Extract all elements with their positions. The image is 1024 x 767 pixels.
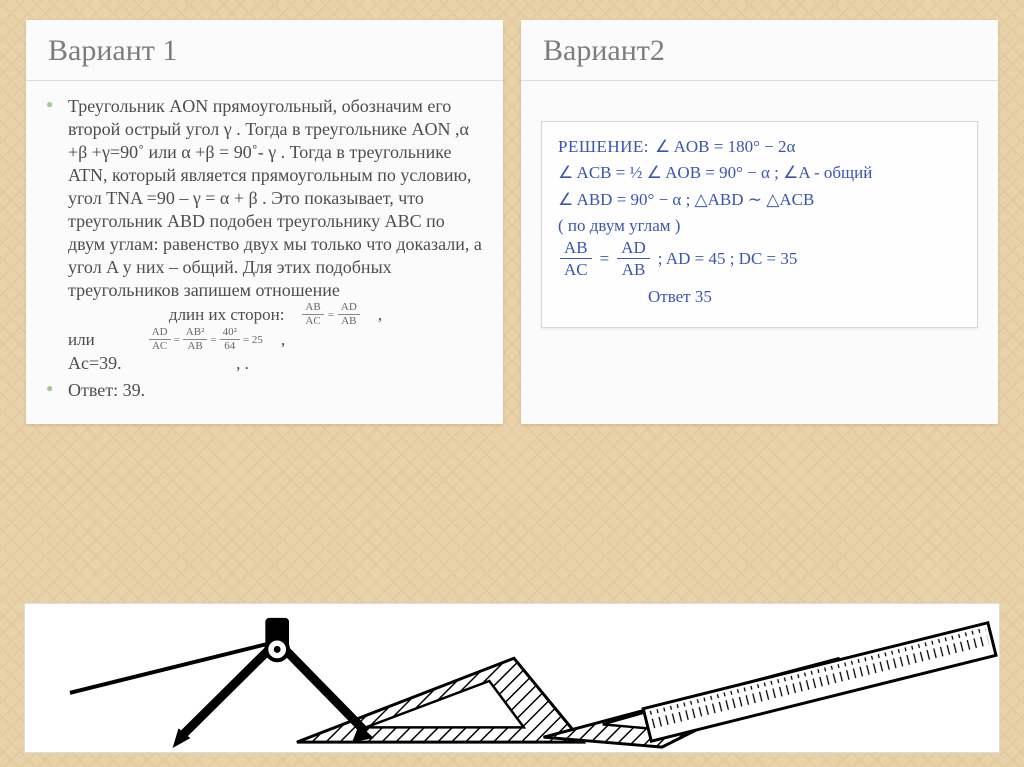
straight-ruler	[643, 623, 996, 741]
equals-25: = 25	[243, 333, 263, 347]
variant-1-answer: Ответ: 39.	[46, 379, 483, 402]
or-line: или AD AC = AB² AB =	[68, 327, 483, 352]
trailing-comma: ,	[378, 304, 382, 326]
ratio-expression: AB AC = AD AB	[302, 302, 359, 327]
frac-ad-ac: AD AC	[149, 327, 171, 352]
length-label: длин их сторон:	[169, 304, 285, 326]
hw-line-3: ∠ ABD = 90° − α ; △ABD ∼ △ACB	[558, 187, 961, 213]
handwritten-solution: Решение: ∠ AOB = 180° − 2α ∠ ACB = ½ ∠ A…	[541, 121, 978, 328]
hw-answer: Ответ 35	[558, 284, 961, 310]
fraction-ad-ab: AD AB	[338, 302, 360, 327]
or-label: или	[68, 329, 95, 351]
frac-40sq-64: 40² 64	[220, 327, 240, 352]
variant-1-panel: Вариант 1 Треугольник AON прямоугольный,…	[26, 20, 503, 424]
hw-frac-ad-ab: AD AB	[617, 239, 650, 278]
variant-2-body: Решение: ∠ AOB = 180° − 2α ∠ ACB = ½ ∠ A…	[521, 81, 998, 346]
geometry-tools-illustration	[24, 603, 1000, 753]
variant-1-paragraph: Треугольник AON прямоугольный, обозначим…	[68, 96, 482, 300]
hw-fraction-line: AB AC = AD AB ; AD = 45 ; DC = 35	[558, 239, 961, 278]
trailing-comma-2: ,	[281, 329, 285, 351]
variant-2-title: Вариант2	[521, 20, 998, 81]
variant-2-panel: Вариант2 Решение: ∠ AOB = 180° − 2α ∠ AC…	[521, 20, 998, 424]
variant-1-body: Треугольник AON прямоугольный, обозначим…	[26, 81, 503, 424]
ac-line: Ac=39. , .	[68, 352, 483, 375]
hw-frac-ab-ac: AB AC	[560, 239, 592, 278]
hw-line-2: ∠ ACB = ½ ∠ AOB = 90° − α ; ∠A - общий	[558, 160, 961, 186]
two-column-layout: Вариант 1 Треугольник AON прямоугольный,…	[0, 0, 1024, 424]
hw-values: ; AD = 45 ; DC = 35	[658, 246, 798, 272]
hw-line-1: Решение: ∠ AOB = 180° − 2α	[558, 134, 961, 160]
ratio-line: длин их сторон: AB AC = AD AB	[68, 302, 483, 327]
tools-svg	[25, 604, 999, 752]
equals-sign: =	[328, 308, 334, 322]
equation-2: AD AC = AB² AB = 40² 64	[113, 327, 263, 352]
variant-1-title: Вариант 1	[26, 20, 503, 81]
variant-1-item-1: Треугольник AON прямоугольный, обозначим…	[46, 95, 483, 375]
frac-ab2-ab: AB² AB	[183, 327, 208, 352]
hw-line-4: ( по двум углам )	[558, 213, 961, 239]
fraction-ab-ac: AB AC	[302, 302, 323, 327]
